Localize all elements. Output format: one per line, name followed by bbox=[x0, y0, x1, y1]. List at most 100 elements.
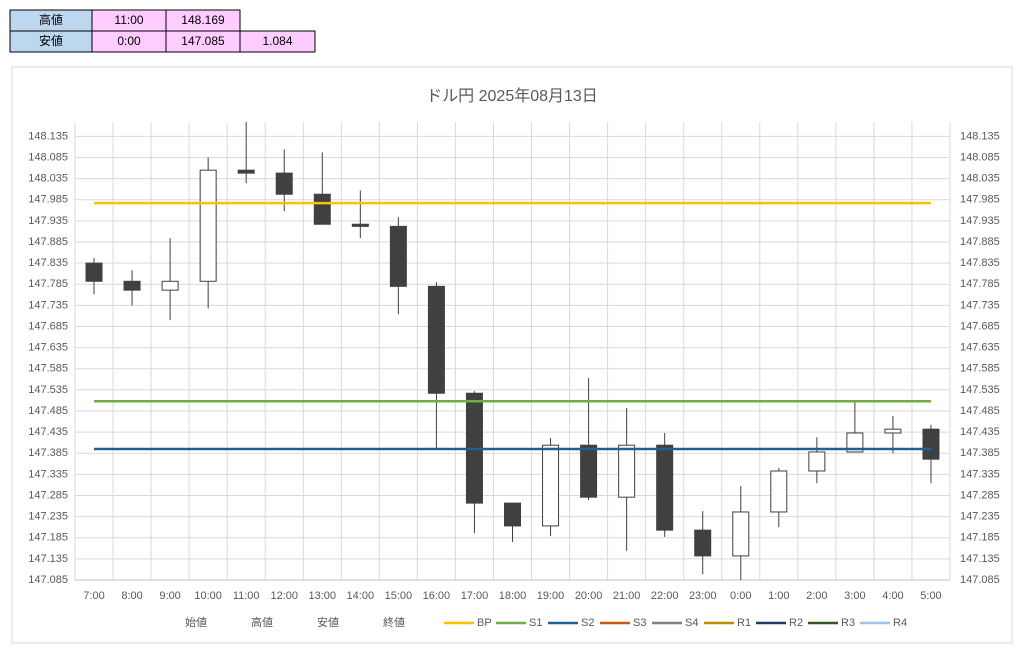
legend-label: R1 bbox=[737, 617, 751, 629]
candle-body bbox=[161, 280, 179, 291]
y2-tick-label: 147.985 bbox=[960, 194, 1000, 206]
y2-tick-label: 147.835 bbox=[960, 257, 1000, 269]
x-tick-label: 1:00 bbox=[768, 590, 789, 602]
x-tick-label: 20:00 bbox=[575, 590, 603, 602]
y2-tick-label: 147.235 bbox=[960, 511, 1000, 523]
y-tick-label: 147.785 bbox=[28, 278, 68, 290]
x-tick-label: 4:00 bbox=[882, 590, 903, 602]
y2-tick-label: 147.635 bbox=[960, 342, 1000, 354]
table-text: 1.084 bbox=[262, 34, 292, 48]
y-tick-label: 147.835 bbox=[28, 257, 68, 269]
y2-tick-label: 147.385 bbox=[960, 447, 1000, 459]
y2-tick-label: 147.535 bbox=[960, 384, 1000, 396]
y2-tick-label: 148.135 bbox=[960, 130, 1000, 142]
legend-label: S2 bbox=[581, 617, 594, 629]
x-tick-label: 9:00 bbox=[159, 590, 180, 602]
x-tick-label: 7:00 bbox=[83, 590, 104, 602]
summary-table: 高値 11:00 148.169 安値 0:00 147.085 1.084 bbox=[9, 9, 316, 53]
y2-tick-label: 147.335 bbox=[960, 468, 1000, 480]
legend-label: R2 bbox=[789, 617, 803, 629]
candle-body bbox=[884, 428, 902, 434]
y-tick-label: 147.235 bbox=[28, 511, 68, 523]
candle-body bbox=[389, 225, 407, 287]
candle-body bbox=[427, 285, 445, 394]
y-tick-label: 147.085 bbox=[28, 574, 68, 586]
table-text: 高値 bbox=[39, 12, 63, 27]
y2-tick-label: 147.585 bbox=[960, 363, 1000, 375]
y-tick-label: 148.085 bbox=[28, 151, 68, 163]
y2-tick-label: 147.885 bbox=[960, 236, 1000, 248]
y-tick-label: 148.135 bbox=[28, 130, 68, 142]
y2-tick-label: 147.935 bbox=[960, 215, 1000, 227]
candle-body bbox=[922, 428, 940, 460]
y-tick-label: 148.035 bbox=[28, 173, 68, 185]
x-tick-label: 11:00 bbox=[233, 590, 260, 602]
y-tick-label: 147.185 bbox=[28, 532, 68, 544]
y-tick-label: 147.585 bbox=[28, 363, 68, 375]
x-tick-label: 16:00 bbox=[423, 590, 451, 602]
x-tick-label: 13:00 bbox=[309, 590, 337, 602]
candle-body bbox=[237, 169, 255, 174]
y2-tick-label: 147.185 bbox=[960, 532, 1000, 544]
y-tick-label: 147.935 bbox=[28, 215, 68, 227]
candle-body bbox=[618, 444, 636, 498]
y-tick-label: 147.685 bbox=[28, 320, 68, 332]
candle-body bbox=[199, 169, 217, 282]
table-text: 0:00 bbox=[117, 34, 141, 48]
candle-body bbox=[85, 262, 103, 282]
legend-label: R3 bbox=[841, 617, 855, 629]
x-tick-label: 22:00 bbox=[651, 590, 679, 602]
x-tick-label: 0:00 bbox=[730, 590, 751, 602]
candle-body bbox=[504, 502, 521, 527]
y-tick-label: 147.135 bbox=[28, 553, 68, 565]
legend-label: S1 bbox=[529, 617, 542, 629]
y-tick-label: 147.435 bbox=[28, 426, 68, 438]
candle-body bbox=[351, 223, 369, 227]
candle-body bbox=[580, 444, 598, 498]
legend-label: 始値 bbox=[185, 615, 207, 629]
legend-label: S3 bbox=[633, 617, 646, 629]
candle-body bbox=[123, 280, 141, 291]
y2-tick-label: 147.135 bbox=[960, 553, 1000, 565]
table-text: 148.169 bbox=[181, 13, 225, 27]
candle-body bbox=[275, 172, 293, 195]
chart-area bbox=[11, 66, 1013, 644]
candle-body bbox=[846, 432, 864, 453]
legend-label: 安値 bbox=[317, 615, 339, 629]
y-tick-label: 147.385 bbox=[28, 447, 68, 459]
legend-label: S4 bbox=[685, 617, 698, 629]
y-tick-label: 147.485 bbox=[28, 405, 68, 417]
y-tick-label: 147.735 bbox=[28, 299, 68, 311]
table-text: 147.085 bbox=[181, 34, 225, 48]
x-tick-label: 14:00 bbox=[347, 590, 375, 602]
candle-body bbox=[732, 511, 750, 557]
x-tick-label: 8:00 bbox=[121, 590, 142, 602]
table-text: 安値 bbox=[39, 33, 63, 48]
x-tick-label: 5:00 bbox=[920, 590, 941, 602]
x-tick-label: 21:00 bbox=[613, 590, 641, 602]
x-tick-label: 2:00 bbox=[806, 590, 827, 602]
y2-tick-label: 147.685 bbox=[960, 320, 1000, 332]
y-tick-label: 147.635 bbox=[28, 342, 68, 354]
y-tick-label: 147.885 bbox=[28, 236, 68, 248]
x-tick-label: 15:00 bbox=[385, 590, 413, 602]
y2-tick-label: 147.485 bbox=[960, 405, 1000, 417]
y-tick-label: 147.535 bbox=[28, 384, 68, 396]
candle-body bbox=[770, 470, 788, 513]
y2-tick-label: 147.435 bbox=[960, 426, 1000, 438]
table-cell bbox=[239, 30, 316, 53]
x-tick-label: 12:00 bbox=[270, 590, 298, 602]
y2-tick-label: 148.085 bbox=[960, 151, 1000, 163]
x-tick-label: 17:00 bbox=[461, 590, 489, 602]
x-tick-label: 23:00 bbox=[689, 590, 717, 602]
y-tick-label: 147.985 bbox=[28, 194, 68, 206]
y2-tick-label: 147.785 bbox=[960, 278, 1000, 290]
x-tick-label: 10:00 bbox=[194, 590, 222, 602]
x-tick-label: 3:00 bbox=[844, 590, 865, 602]
candle-body bbox=[542, 444, 560, 527]
x-tick-label: 19:00 bbox=[537, 590, 565, 602]
legend-label: BP bbox=[477, 617, 492, 629]
y-tick-label: 147.285 bbox=[28, 489, 68, 501]
